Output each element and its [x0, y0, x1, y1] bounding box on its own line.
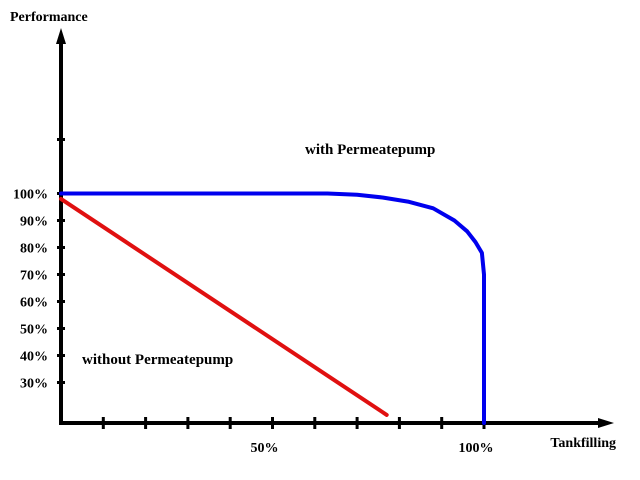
y-tick-label: 50% — [20, 323, 48, 338]
y-axis-arrowhead — [56, 28, 66, 44]
y-tick-label: 60% — [20, 296, 48, 311]
series-line-with-permeatepump — [59, 191, 486, 425]
series-lines — [59, 191, 486, 425]
y-tick-label: 80% — [20, 242, 48, 257]
x-axis-label: Tankfilling — [550, 436, 616, 451]
x-tick-label: 50% — [251, 441, 279, 456]
y-tick-label: 90% — [20, 215, 48, 230]
x-axis-arrowhead — [598, 418, 614, 428]
y-tick-label: 70% — [20, 269, 48, 284]
series-label-with-permeatepump: with Permeatepump — [305, 142, 435, 158]
series-label-without-permeatepump: without Permeatepump — [82, 352, 233, 368]
y-ticks: 30% 40% 50% 60% 70% 80% 90% 100% — [13, 138, 65, 392]
y-tick-label: 100% — [13, 188, 48, 203]
y-tick-label: 30% — [20, 377, 48, 392]
x-tick-label: 100% — [459, 441, 494, 456]
y-tick-label: 40% — [20, 350, 48, 365]
axes — [56, 28, 614, 428]
series-line-without-permeatepump — [59, 196, 389, 417]
y-axis-label: Performance — [10, 10, 88, 25]
x-ticks: 50% 100% — [101, 417, 494, 456]
